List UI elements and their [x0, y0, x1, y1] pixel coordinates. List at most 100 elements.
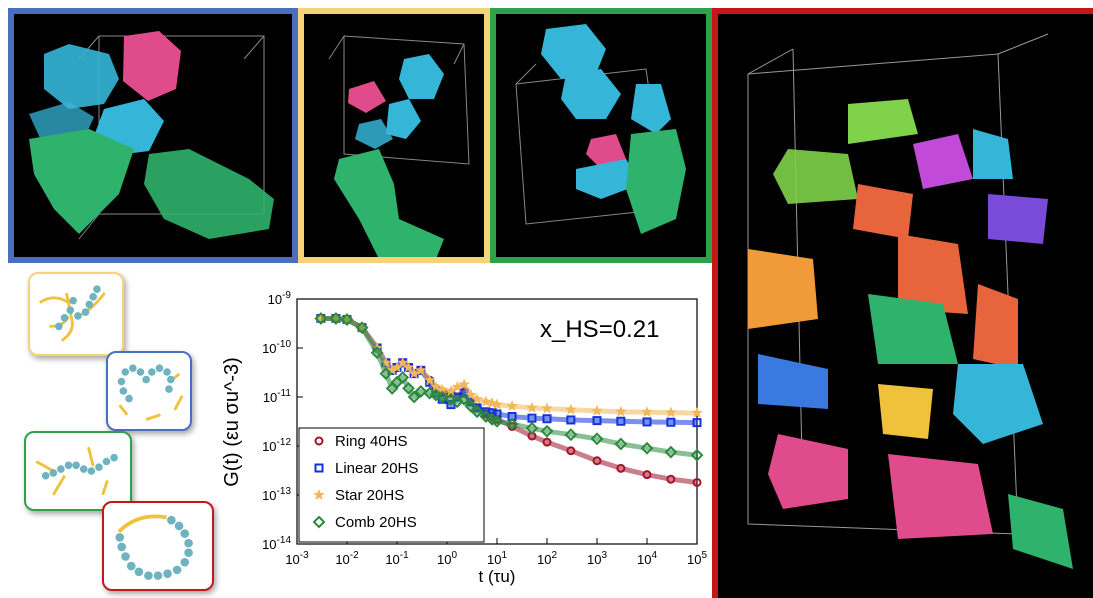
data-point [480, 395, 492, 407]
ring-architecture-icon [28, 272, 124, 356]
legend-marker [314, 463, 324, 473]
x-tick-label: 104 [637, 550, 657, 567]
data-point [355, 321, 369, 335]
data-point [423, 386, 437, 400]
x-tick-label: 101 [487, 550, 507, 567]
x-tick-label: 105 [687, 550, 707, 567]
data-point [464, 388, 477, 400]
data-point [414, 385, 428, 398]
data-point [435, 390, 449, 404]
data-point [664, 445, 678, 459]
linear-architecture-icon [106, 351, 192, 431]
legend: Ring 40HS Linear 20HS Star 20HS Comb 20HS [298, 427, 485, 543]
data-point [641, 406, 653, 418]
data-point [423, 373, 436, 386]
snapshot-render-blue [29, 31, 274, 240]
x-tick-label: 102 [537, 550, 557, 567]
data-point [370, 346, 384, 360]
snapshot-panel-green [490, 8, 712, 263]
data-point [379, 367, 393, 381]
data-point [408, 367, 421, 379]
data-point [566, 446, 576, 456]
legend-label: Comb 20HS [335, 514, 417, 531]
data-point [564, 428, 578, 442]
data-point [490, 414, 504, 428]
y-tick-label: 10-13 [262, 486, 291, 503]
data-point [506, 399, 518, 412]
data-point [614, 405, 627, 417]
data-point [396, 371, 410, 384]
data-point [592, 416, 602, 426]
data-point [541, 402, 553, 414]
data-point [491, 398, 503, 410]
snapshot-panel-yellow [298, 8, 490, 263]
data-point [566, 415, 576, 425]
data-point [542, 437, 552, 447]
y-tick-label: 10-11 [263, 388, 292, 405]
data-point [429, 388, 443, 402]
snapshot-panel-blue [8, 8, 298, 263]
legend-marker [312, 515, 326, 529]
data-point [664, 406, 677, 418]
data-point [457, 392, 471, 406]
data-point [642, 470, 652, 480]
data-point [451, 380, 464, 392]
y-tick-label: 10-9 [268, 290, 292, 307]
data-point [396, 356, 409, 368]
y-axis-label: G(t) (εu σu^-3) [221, 357, 243, 487]
data-point [444, 392, 458, 406]
data-point [642, 417, 652, 427]
data-point [666, 417, 676, 427]
x-tick-label: 10-1 [385, 550, 409, 567]
data-point [640, 441, 654, 455]
y-tick-label: 10-14 [262, 535, 291, 552]
data-point [470, 405, 484, 419]
data-point [414, 364, 427, 376]
data-point [616, 463, 626, 473]
data-point [540, 424, 554, 438]
x-tick-label: 100 [437, 550, 457, 567]
star-architecture-icon [24, 431, 132, 511]
data-point [592, 456, 602, 466]
legend-label: Ring 40HS [335, 433, 408, 450]
data-point [692, 477, 702, 487]
data-point [458, 378, 471, 390]
data-point [591, 404, 603, 416]
snapshot-render-red [747, 33, 1073, 569]
snapshot-render-yellow [328, 35, 470, 257]
snapshot-render-green [515, 24, 686, 234]
data-point [340, 313, 354, 327]
data-point [487, 408, 497, 418]
data-point [505, 417, 519, 431]
data-point [471, 392, 483, 405]
legend-label: Star 20HS [335, 487, 404, 504]
legend-box [298, 427, 485, 543]
data-point [402, 361, 415, 373]
data-point [464, 399, 478, 413]
data-point [614, 437, 628, 451]
modulus-chart: 10-3 10-2 10-1 100 101 102 103 104 105 10-14 10-13… [221, 290, 707, 586]
data-point [525, 421, 539, 435]
data-point [526, 401, 538, 413]
data-point [691, 406, 703, 419]
data-point [407, 390, 421, 404]
annotation-xhs: x_HS=0.21 [540, 316, 659, 343]
data-point [564, 403, 577, 415]
series-comb-20hs [314, 312, 704, 462]
x-tick-label: 10-3 [285, 550, 309, 567]
x-tick-label: 103 [587, 550, 607, 567]
data-point [402, 381, 415, 395]
snapshot-panel-red [712, 8, 1093, 598]
data-point [692, 418, 702, 428]
data-point [314, 312, 328, 325]
legend-marker [313, 488, 325, 500]
y-tick-label: 10-12 [262, 437, 291, 454]
data-point [690, 448, 704, 462]
y-tick-label: 10-10 [262, 339, 291, 356]
data-point [479, 410, 493, 423]
x-axis-label: t (τu) [479, 567, 516, 586]
legend-marker [314, 436, 324, 446]
comb-architecture-icon [102, 501, 214, 591]
data-point [329, 312, 343, 325]
data-point [616, 416, 626, 426]
